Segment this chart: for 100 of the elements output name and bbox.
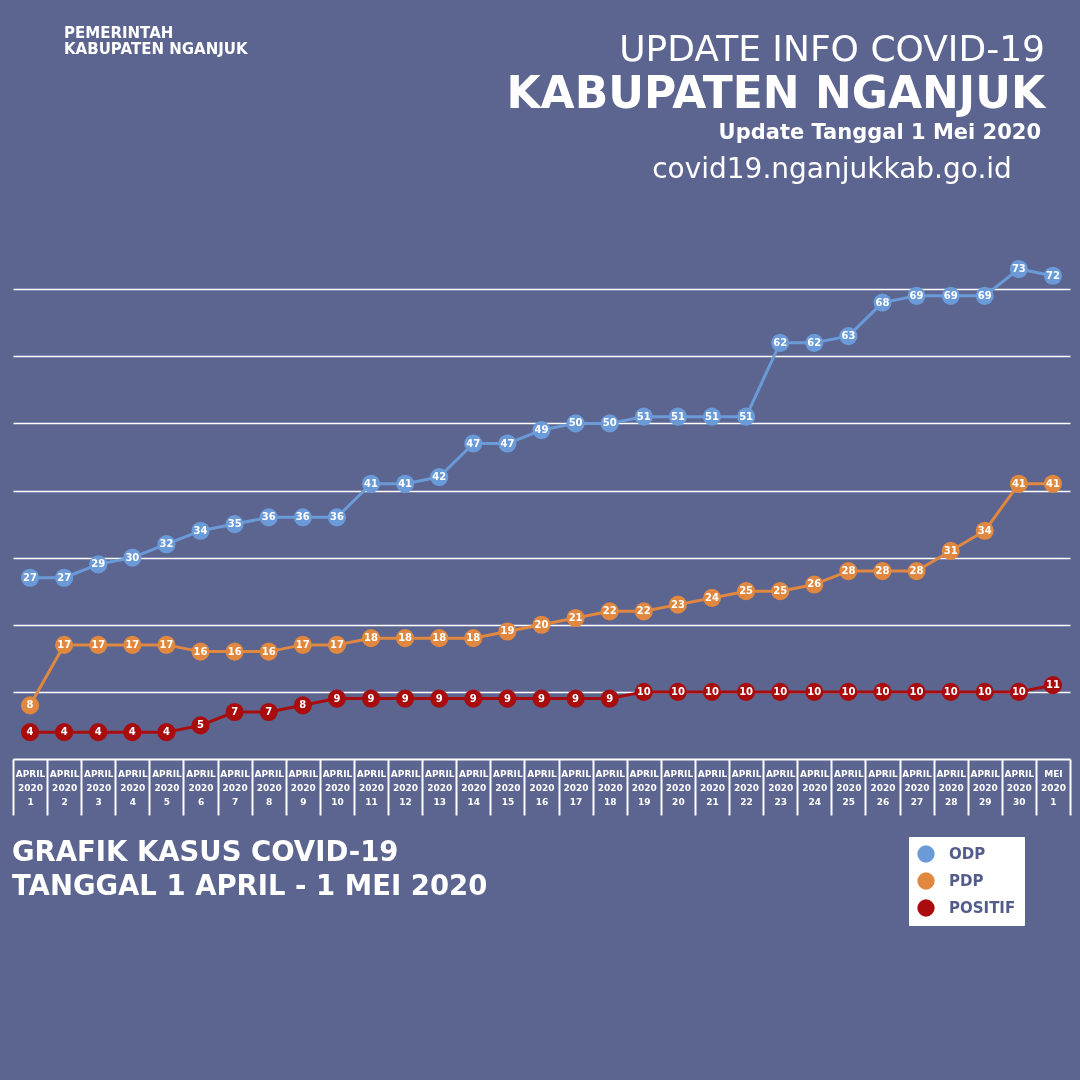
data-label: 9 <box>572 692 580 704</box>
data-label: 10 <box>705 685 719 697</box>
data-label: 51 <box>670 410 685 422</box>
data-label: 9 <box>469 692 477 704</box>
data-label: 17 <box>57 638 72 650</box>
x-tick-label: APRIL 2020 27 <box>902 768 933 807</box>
data-label: 10 <box>807 685 822 697</box>
data-label: 9 <box>606 692 614 704</box>
data-label: 51 <box>705 410 719 422</box>
data-label: 10 <box>875 685 890 697</box>
x-tick-label: APRIL 2020 29 <box>970 768 1001 807</box>
data-label: 17 <box>329 638 344 650</box>
data-label: 27 <box>57 571 72 583</box>
chart-title: UPDATE INFO COVID-19 <box>619 28 1045 69</box>
data-label: 4 <box>94 726 102 738</box>
data-label: 36 <box>329 511 344 523</box>
data-label: 73 <box>1011 263 1026 274</box>
data-label: 7 <box>231 706 239 718</box>
data-label: 16 <box>227 645 242 657</box>
data-label: 9 <box>401 692 409 704</box>
data-label: 49 <box>534 424 549 436</box>
data-label: 41 <box>1011 477 1026 489</box>
data-label: 18 <box>364 632 379 644</box>
data-label: 16 <box>193 645 208 657</box>
data-label: 50 <box>602 417 617 429</box>
data-label: 4 <box>162 726 170 738</box>
data-label: 22 <box>602 605 617 617</box>
data-label: 16 <box>261 645 276 657</box>
data-label: 31 <box>943 544 958 556</box>
x-tick-label: APRIL 2020 21 <box>697 768 728 807</box>
data-label: 7 <box>265 706 273 718</box>
data-label: 41 <box>398 477 413 489</box>
data-label: 47 <box>466 437 481 449</box>
x-tick-label: APRIL 2020 15 <box>493 768 523 807</box>
x-tick-label: APRIL 2020 1 <box>15 768 46 807</box>
data-label: 69 <box>977 289 992 301</box>
x-tick-label: APRIL 2020 6 <box>186 768 217 807</box>
text: Update Tanggal 1 Mei 2020 <box>718 120 1041 144</box>
data-label: 69 <box>909 289 924 301</box>
data-label: 72 <box>1045 269 1060 281</box>
x-tick-label: APRIL 2020 18 <box>595 768 626 807</box>
data-label: 19 <box>500 625 515 637</box>
x-tick-label: APRIL 2020 11 <box>356 768 387 807</box>
data-label: 41 <box>1045 477 1060 489</box>
data-label: 5 <box>197 719 205 731</box>
text: covid19.nganjukkab.go.id <box>652 152 1012 185</box>
data-label: 50 <box>568 417 583 429</box>
data-label: 47 <box>500 437 515 449</box>
data-label: 9 <box>538 692 546 704</box>
data-label: 8 <box>299 699 307 711</box>
data-label: 4 <box>128 726 136 738</box>
data-label: 10 <box>943 685 958 697</box>
x-tick-label: APRIL 2020 13 <box>424 768 455 807</box>
data-label: 41 <box>364 477 379 489</box>
x-tick-label: APRIL 2020 26 <box>868 768 899 807</box>
legend-label: PDP <box>949 872 984 890</box>
text: PEMERINTAH KABUPATEN NGANJUK <box>64 24 249 58</box>
data-label: 10 <box>841 685 856 697</box>
x-tick-label: APRIL 2020 24 <box>799 768 830 807</box>
x-tick-label: APRIL 2020 28 <box>936 768 967 807</box>
data-label: 30 <box>125 551 140 563</box>
x-tick-label: APRIL 2020 10 <box>322 768 353 807</box>
data-label: 26 <box>807 578 822 590</box>
legend-label: ODP <box>949 845 986 863</box>
data-label: 27 <box>23 571 38 583</box>
data-label: 18 <box>466 632 481 644</box>
chart-subtitle: KABUPATEN NGANJUK <box>506 67 1047 118</box>
data-label: 25 <box>773 585 788 597</box>
data-label: 24 <box>705 591 719 603</box>
data-label: 36 <box>295 511 310 523</box>
data-label: 34 <box>977 524 992 536</box>
data-label: 28 <box>841 565 856 577</box>
x-tick-label: APRIL 2020 19 <box>629 768 660 807</box>
data-label: 23 <box>670 598 685 610</box>
data-label: 10 <box>670 685 685 697</box>
data-label: 17 <box>159 638 174 650</box>
data-label: 35 <box>227 518 242 530</box>
x-tick-label: APRIL 2020 9 <box>288 768 319 807</box>
data-label: 29 <box>91 558 106 570</box>
data-label: 34 <box>193 524 208 536</box>
data-label: 20 <box>534 618 549 630</box>
x-tick-label: APRIL 2020 30 <box>1004 768 1035 807</box>
data-label: 10 <box>636 685 651 697</box>
legend-label: POSITIF <box>949 899 1016 917</box>
data-label: 17 <box>91 638 106 650</box>
data-label: 17 <box>295 638 310 650</box>
data-label: 51 <box>636 410 651 422</box>
x-tick-label: APRIL 2020 8 <box>254 768 285 807</box>
data-label: 36 <box>261 511 276 523</box>
data-label: 10 <box>977 685 992 697</box>
x-tick-label: APRIL 2020 17 <box>561 768 592 807</box>
data-label: 4 <box>26 726 34 738</box>
x-tick-label: APRIL 2020 7 <box>220 768 251 807</box>
data-label: 22 <box>636 605 651 617</box>
text: GRAFIK KASUS COVID-19 TANGGAL 1 APRIL - 1 MEI 2020 <box>12 835 488 901</box>
data-label: 11 <box>1045 679 1060 691</box>
data-label: 18 <box>432 632 447 644</box>
data-label: 42 <box>432 471 447 483</box>
data-label: 62 <box>807 336 822 348</box>
x-tick-label: APRIL 2020 23 <box>765 768 796 807</box>
